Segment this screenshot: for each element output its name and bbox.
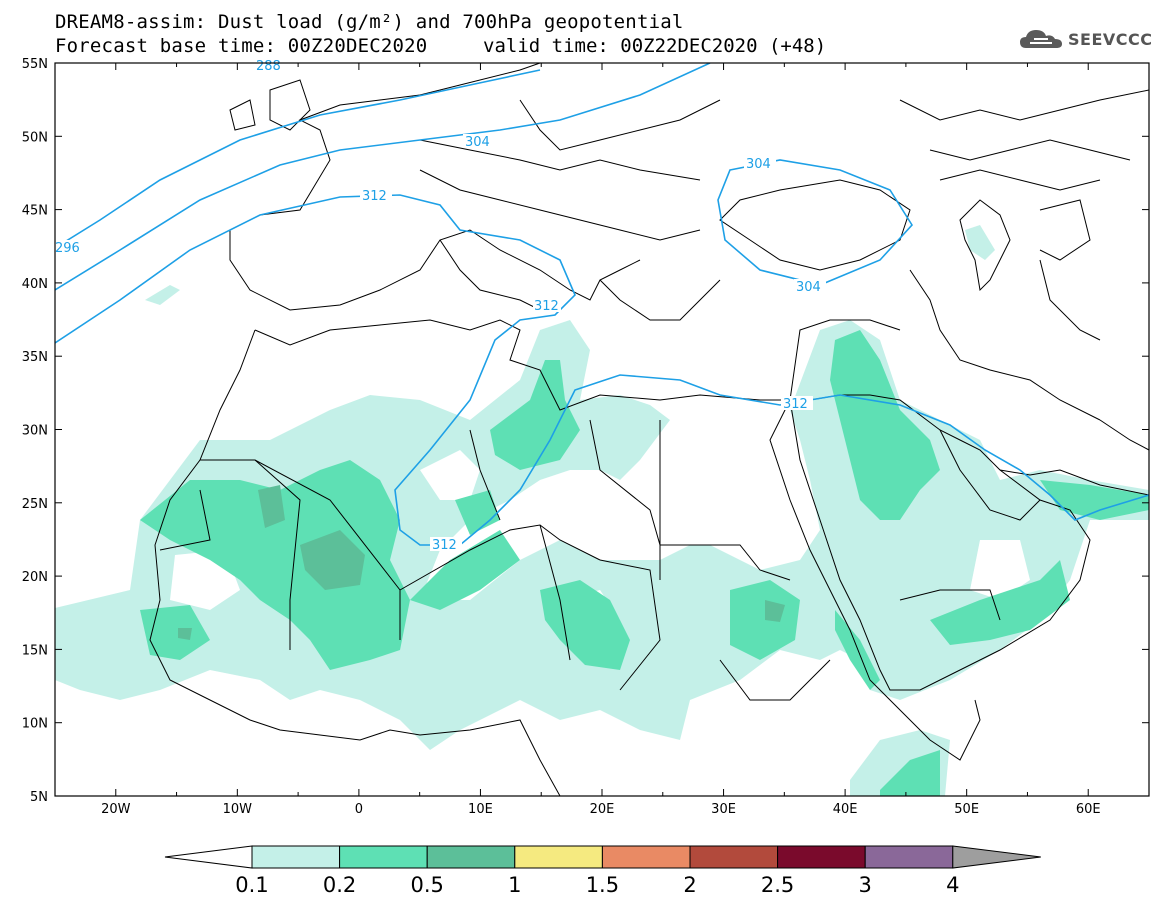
lon-label: 30E — [711, 802, 736, 817]
dust-region-medium-4 — [490, 360, 580, 470]
lat-label: 15N — [22, 643, 48, 658]
contour-label: 304 — [746, 157, 771, 172]
axis-ticks — [54, 62, 1150, 797]
dust-region-medium-9 — [930, 560, 1070, 645]
lat-label: 35N — [22, 350, 48, 365]
lat-label: 50N — [22, 130, 48, 145]
contour-label: 296 — [55, 241, 80, 256]
colorbar-label: 0.5 — [410, 873, 443, 897]
colorbar-segment — [426, 845, 516, 869]
lon-label: 40E — [833, 802, 858, 817]
coastlines — [149, 63, 1149, 796]
lat-label: 45N — [22, 204, 48, 219]
colorbar-segment — [864, 845, 954, 869]
geopotential-contours — [55, 63, 1149, 546]
dust-region-dark-3 — [765, 600, 785, 622]
contour-label: 304 — [796, 280, 821, 295]
valid-time: valid time: 00Z22DEC2020 (+48) — [483, 35, 827, 57]
contour-304-east — [717, 159, 914, 286]
lat-label: 30N — [22, 424, 48, 439]
colorbar-segment — [251, 845, 341, 869]
lon-label: 60E — [1076, 802, 1101, 817]
dust-region-dark-4 — [178, 628, 192, 640]
colorbar-label: 3 — [859, 873, 872, 897]
contour-296 — [55, 69, 541, 249]
map-title: DREAM8-assim: Dust load (g/m²) and 700hP… — [55, 11, 684, 33]
dust-region-medium-2 — [140, 605, 210, 660]
colorbar-segment — [689, 845, 779, 869]
dust-region-medium-10 — [1040, 480, 1149, 520]
dust-region-dark-2 — [258, 485, 285, 528]
contour-label: 312 — [362, 189, 387, 204]
dust-region-light-europe — [145, 285, 180, 305]
lon-label: 20W — [101, 802, 131, 817]
colorbar-label: 1 — [508, 873, 521, 897]
dust-region-medium-6 — [540, 580, 630, 670]
contour-312 — [55, 194, 1149, 546]
lon-label: 50E — [954, 802, 979, 817]
colorbar-label: 1.5 — [586, 873, 619, 897]
contour-labels: 288 296 304 304 304 312 312 312 312 — [55, 58, 826, 553]
cloud-icon — [1020, 30, 1062, 48]
dust-region-medium-11 — [880, 750, 940, 796]
longitude-labels: 20W 10W 0 10E 20E 30E 40E 50E 60E — [101, 802, 1101, 817]
forecast-base-time: Forecast base time: 00Z20DEC2020 — [55, 35, 428, 57]
colorbar: 0.1 0.2 0.5 1 1.5 2 2.5 3 4 — [164, 845, 1041, 897]
contour-label: 312 — [432, 538, 457, 553]
contour-label: 312 — [534, 299, 559, 314]
dust-region-medium-5 — [455, 490, 500, 535]
contour-label: 288 — [256, 59, 281, 74]
lon-label: 10W — [223, 802, 253, 817]
contour-304-west — [55, 63, 711, 291]
colorbar-segment — [601, 845, 691, 869]
lat-label: 25N — [22, 497, 48, 512]
latitude-labels: 55N 50N 45N 40N 35N 30N 25N 20N 15N 10N 5N — [22, 57, 48, 805]
lon-label: 10E — [468, 802, 493, 817]
lat-label: 40N — [22, 277, 48, 292]
lat-label: 20N — [22, 570, 48, 585]
colorbar-segment — [777, 845, 866, 869]
lat-label: 55N — [22, 57, 48, 72]
colorbar-left-arrow — [164, 845, 253, 869]
contour-label: 304 — [465, 135, 490, 150]
dust-region-dark — [300, 530, 365, 590]
lat-label: 5N — [30, 790, 48, 805]
lat-label: 10N — [22, 717, 48, 732]
colorbar-label: 0.2 — [323, 873, 356, 897]
lon-label: 20E — [590, 802, 615, 817]
lon-label: 0 — [355, 802, 363, 817]
colorbar-label: 2.5 — [761, 873, 794, 897]
colorbar-label: 0.1 — [235, 873, 268, 897]
seevccc-logo: SEEVCCC — [1018, 26, 1153, 52]
contour-label: 312 — [783, 397, 808, 412]
dust-load-shading — [55, 225, 1149, 796]
colorbar-segment — [339, 845, 428, 869]
colorbar-segment — [514, 845, 603, 869]
dust-region-medium — [140, 460, 410, 670]
colorbar-label: 2 — [683, 873, 696, 897]
logo-text: SEEVCCC — [1068, 29, 1153, 49]
colorbar-label: 4 — [946, 873, 959, 897]
dust-region-light-caspian — [965, 225, 995, 260]
dust-region-medium-8 — [830, 330, 940, 520]
dust-region-medium-3 — [410, 530, 520, 610]
colorbar-right-arrow — [952, 845, 1041, 869]
